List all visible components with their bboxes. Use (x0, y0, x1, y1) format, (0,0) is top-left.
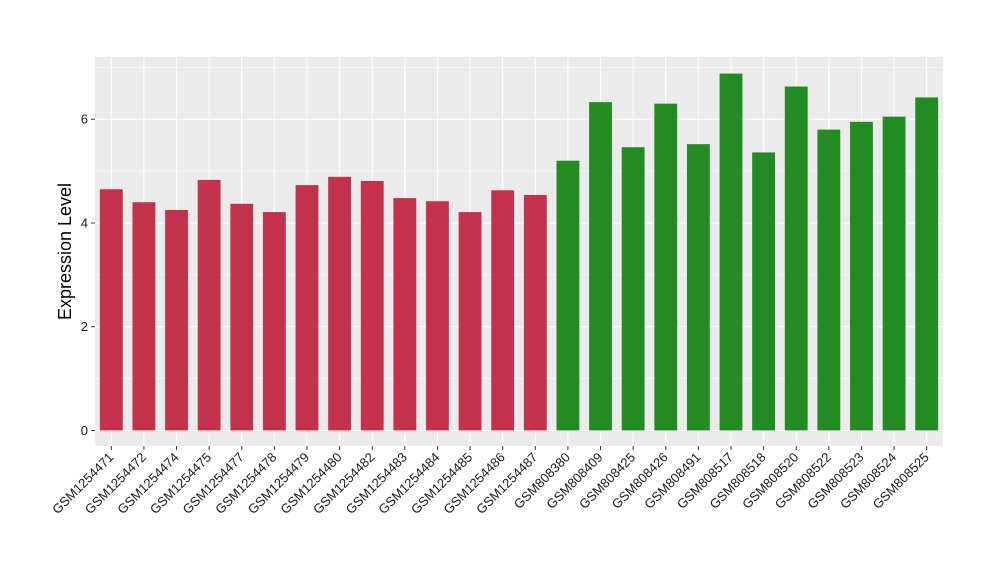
bars (99, 73, 939, 431)
y-tick-label: 6 (81, 112, 88, 127)
bar-GSM808426 (654, 103, 678, 431)
bar-GSM1254486 (491, 190, 515, 431)
bar-GSM1254484 (426, 201, 449, 431)
plot-panel (95, 57, 943, 446)
bar-GSM808517 (719, 73, 743, 431)
bar-GSM1254479 (295, 185, 319, 431)
bar-GSM1254472 (132, 202, 156, 431)
bar-GSM1254485 (458, 212, 482, 431)
y-axis: 0 2 4 6 (81, 112, 95, 438)
bar-GSM808520 (784, 86, 808, 431)
bar-GSM808409 (589, 102, 612, 431)
bar-GSM808425 (621, 147, 645, 431)
bar-GSM1254475 (197, 179, 221, 431)
bar-GSM808525 (915, 97, 939, 431)
bar-GSM808518 (752, 152, 776, 431)
bar-GSM1254471 (99, 189, 123, 431)
bar-GSM1254487 (523, 194, 547, 431)
bar-GSM1254477 (230, 203, 254, 431)
bar-GSM808523 (850, 121, 873, 431)
bar-GSM808524 (882, 116, 906, 431)
bar-GSM808380 (556, 160, 580, 431)
y-tick-label: 2 (81, 319, 88, 334)
y-axis-title: Expression Level (55, 183, 75, 320)
bar-GSM808491 (686, 144, 710, 431)
y-tick-label: 0 (81, 423, 88, 438)
y-tick-label: 4 (81, 215, 88, 230)
bar-GSM808522 (817, 129, 841, 431)
bar-GSM1254478 (262, 212, 286, 431)
bar-GSM1254480 (328, 176, 352, 431)
bar-GSM1254482 (360, 180, 384, 431)
bar-GSM1254483 (393, 198, 417, 431)
bar-GSM1254474 (165, 210, 188, 431)
